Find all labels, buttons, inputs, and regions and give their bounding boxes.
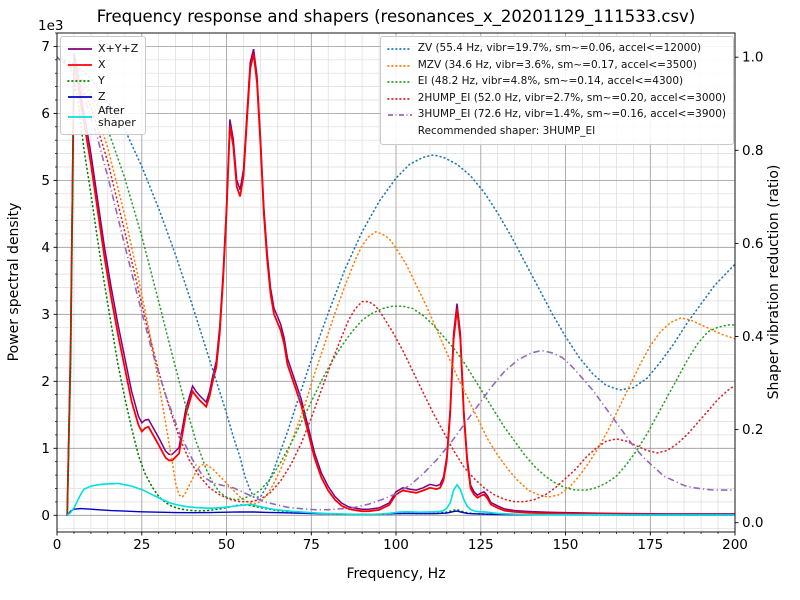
y-left-tick-label: 2 <box>41 374 50 390</box>
x-tick-label: 175 <box>637 537 663 553</box>
x-tick-label: 200 <box>722 537 748 553</box>
y-left-tick-label: 7 <box>41 39 50 55</box>
legend-item-label: Recommended shaper: 3HUMP_EI <box>417 124 596 137</box>
series-line-after-shaper <box>66 482 735 516</box>
legend-item-label: ZV (55.4 Hz, vibr=19.7%, sm~=0.06, accel… <box>417 42 702 55</box>
legend-item: 3HUMP_EI (72.6 Hz, vibr=1.4%, sm~=0.16, … <box>387 107 726 124</box>
legend-item: X <box>67 57 138 73</box>
y-axis-label-left: Power spectral density <box>6 203 22 362</box>
x-axis-label: Frequency, Hz <box>346 566 445 582</box>
series-lines <box>57 48 735 517</box>
legend-item-label: EI (48.2 Hz, vibr=4.8%, sm~=0.14, accel<… <box>417 75 684 88</box>
series-line-xyz <box>66 48 735 516</box>
legend-item: X+Y+Z <box>67 41 138 57</box>
y-right-tick-label: 1.0 <box>742 50 763 66</box>
legend-line-sample <box>68 64 92 66</box>
y-right-tick-label: 0.4 <box>742 329 763 345</box>
x-tick-label: 25 <box>133 537 150 553</box>
y-right-tick-label: 0.2 <box>742 422 763 438</box>
y-right-tick-label: 0.8 <box>742 143 763 159</box>
legend-line-sample <box>68 96 92 98</box>
y-left-tick-label: 6 <box>41 106 50 122</box>
y-left-tick-label: 4 <box>41 240 50 256</box>
series-line-mzv <box>57 56 735 505</box>
y-right-tick-label: 0.0 <box>742 515 763 531</box>
x-tick-label: 100 <box>383 537 409 553</box>
legend-line-sample <box>67 80 93 82</box>
legend-item-label: Y <box>98 73 105 87</box>
legend-line-sample <box>387 114 412 117</box>
legend-line-sample <box>68 116 92 119</box>
legend-line-sample <box>386 48 413 51</box>
legend-item-label: X <box>98 57 106 71</box>
legend-item-label: MZV (34.6 Hz, vibr=3.6%, sm~=0.17, accel… <box>417 58 697 71</box>
series-line-2hump-ei <box>57 56 735 503</box>
axis-ticks: 0 25 50 75 100 125 150 175 200 0 1 2 3 4 5 6 7 0.0 0.2 0.4 0… <box>41 32 763 553</box>
x-tick-label: 150 <box>553 537 579 553</box>
series-line-x <box>66 53 735 516</box>
legend-item: Z <box>67 89 138 105</box>
y-axis-label-right: Shaper vibration reduction (ratio) <box>766 165 782 400</box>
legend-line-sample <box>386 64 413 67</box>
legend-item: ZV (55.4 Hz, vibr=19.7%, sm~=0.06, accel… <box>386 41 726 58</box>
y-axis-offset-label: 1e3 <box>38 18 63 34</box>
chart-title: Frequency response and shapers (resonanc… <box>97 7 696 27</box>
legend-item: After shaper <box>67 104 138 130</box>
y-right-tick-label: 0.6 <box>742 236 763 252</box>
series-line-ei <box>57 56 735 501</box>
legend-item: 2HUMP_EI (52.0 Hz, vibr=2.7%, sm~=0.20, … <box>386 91 726 108</box>
series-line-3hump-ei <box>57 56 735 511</box>
grid <box>56 32 736 532</box>
x-tick-label: 75 <box>303 537 320 553</box>
legend-shapers: ZV (55.4 Hz, vibr=19.7%, sm~=0.06, accel… <box>379 36 734 145</box>
legend-line-sample <box>386 81 413 84</box>
series-line-zv <box>57 56 735 498</box>
legend-item-label: After shaper <box>98 104 136 130</box>
series-line-y <box>66 79 735 517</box>
x-tick-label: 125 <box>468 537 494 553</box>
legend-psd: X+Y+Z X Y Z After shaper <box>60 36 147 135</box>
x-tick-label: 50 <box>218 537 235 553</box>
y-left-tick-label: 5 <box>41 173 50 189</box>
legend-item: EI (48.2 Hz, vibr=4.8%, sm~=0.14, accel<… <box>386 74 726 91</box>
legend-item: Recommended shaper: 3HUMP_EI <box>387 124 726 141</box>
legend-item-label: Z <box>98 89 106 103</box>
legend-item: MZV (34.6 Hz, vibr=3.6%, sm~=0.17, accel… <box>386 58 726 75</box>
legend-line-sample <box>386 97 413 100</box>
legend-line-sample <box>68 48 92 50</box>
y-left-tick-label: 3 <box>41 307 50 323</box>
y-left-tick-label: 1 <box>41 441 50 457</box>
legend-item: Y <box>67 73 138 89</box>
legend-item-label: 3HUMP_EI (72.6 Hz, vibr=1.4%, sm~=0.16, … <box>417 108 726 121</box>
legend-item-label: 2HUMP_EI (52.0 Hz, vibr=2.7%, sm~=0.20, … <box>417 91 726 104</box>
x-tick-label: 0 <box>53 537 62 553</box>
y-left-tick-label: 0 <box>41 508 50 524</box>
legend-item-label: X+Y+Z <box>98 41 139 55</box>
